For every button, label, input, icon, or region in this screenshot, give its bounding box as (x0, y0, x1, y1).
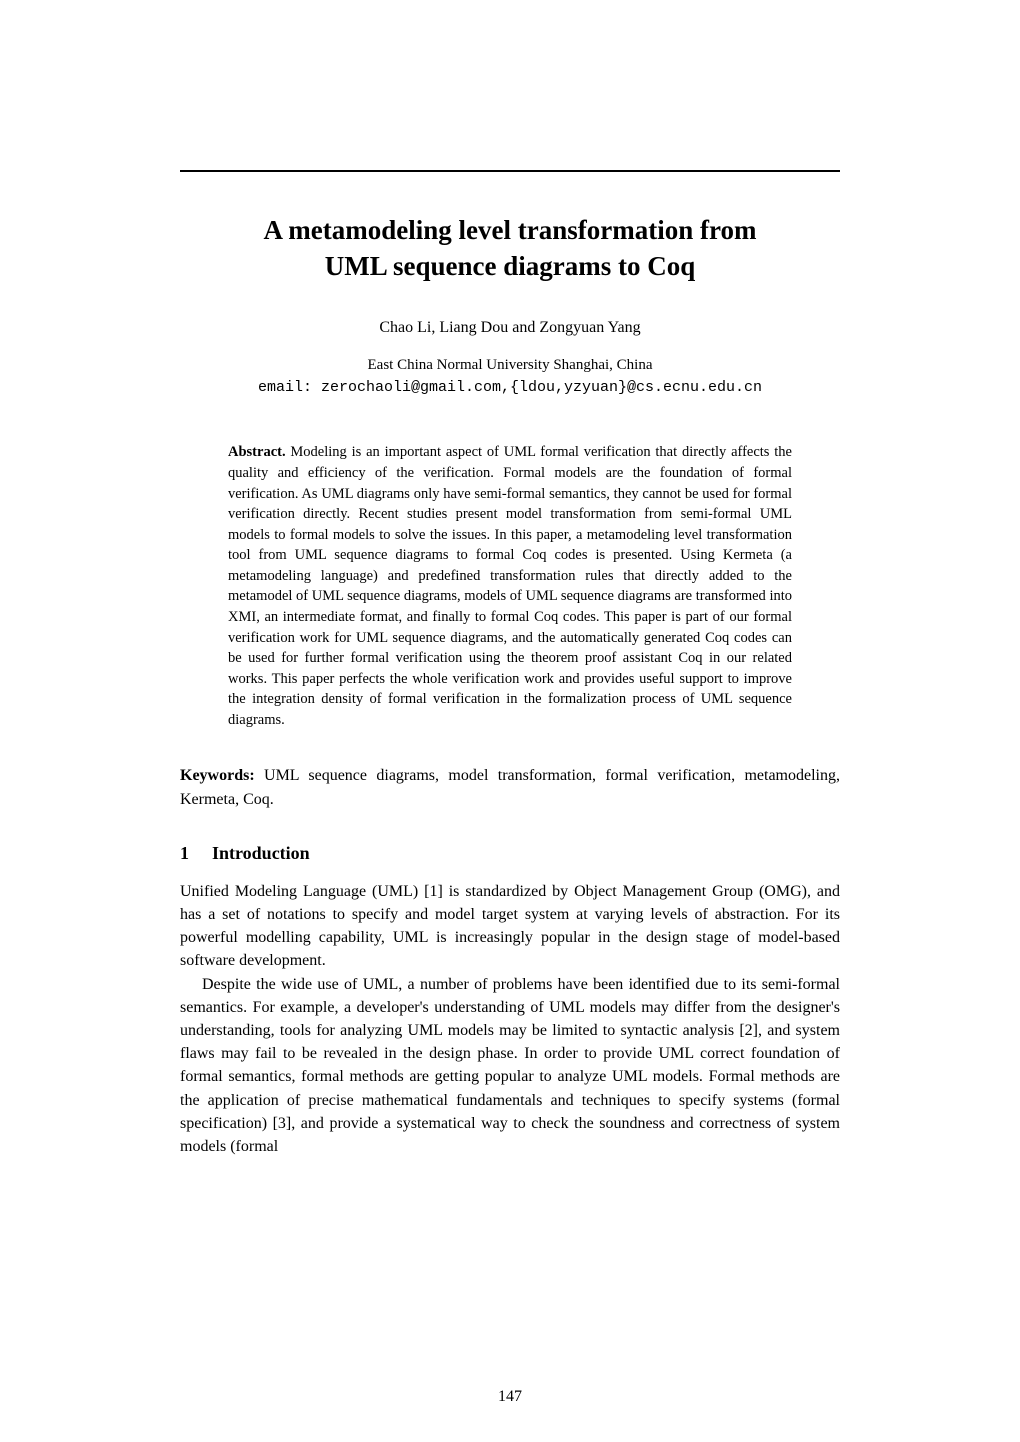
email-prefix: email: (258, 379, 321, 396)
paper-title: A metamodeling level transformation from… (180, 212, 840, 285)
title-line-2: UML sequence diagrams to Coq (325, 251, 696, 281)
body-text: Unified Modeling Language (UML) [1] is s… (180, 880, 840, 1158)
page-number: 147 (0, 1388, 1020, 1406)
page: A metamodeling level transformation from… (0, 0, 1020, 1442)
authors: Chao Li, Liang Dou and Zongyuan Yang (180, 319, 840, 337)
affiliation-block: East China Normal University Shanghai, C… (180, 355, 840, 399)
paragraph-1: Unified Modeling Language (UML) [1] is s… (180, 880, 840, 973)
section-heading: 1Introduction (180, 843, 840, 864)
keywords-text: UML sequence diagrams, model transformat… (180, 767, 840, 807)
section-title: Introduction (212, 843, 310, 863)
email: zerochaoli@gmail.com,{ldou,yzyuan}@cs.ec… (321, 379, 762, 396)
keywords: Keywords: UML sequence diagrams, model t… (180, 764, 840, 810)
affiliation: East China Normal University Shanghai, C… (368, 357, 653, 373)
title-line-1: A metamodeling level transformation from (264, 215, 757, 245)
keywords-label: Keywords: (180, 767, 255, 784)
abstract-text: Modeling is an important aspect of UML f… (228, 444, 792, 728)
abstract: Abstract. Modeling is an important aspec… (228, 442, 792, 730)
paragraph-2: Despite the wide use of UML, a number of… (180, 973, 840, 1159)
horizontal-rule (180, 170, 840, 172)
section-number: 1 (180, 843, 212, 864)
abstract-label: Abstract. (228, 444, 286, 460)
